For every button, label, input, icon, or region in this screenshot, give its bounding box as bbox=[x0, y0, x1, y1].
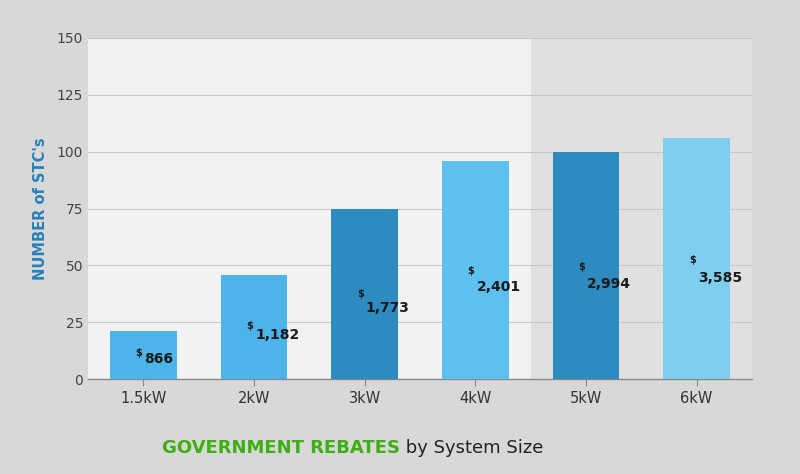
Bar bbox=[331, 209, 398, 379]
Text: by System Size: by System Size bbox=[400, 439, 543, 457]
Bar bbox=[88, 38, 530, 379]
Bar bbox=[553, 152, 619, 379]
Text: 866: 866 bbox=[145, 352, 174, 366]
Text: $: $ bbox=[135, 348, 142, 358]
Text: 2,401: 2,401 bbox=[477, 281, 521, 294]
Text: 1,182: 1,182 bbox=[255, 328, 299, 342]
Text: $: $ bbox=[467, 266, 474, 276]
Text: 2,994: 2,994 bbox=[587, 277, 631, 291]
Text: $: $ bbox=[357, 289, 363, 299]
Bar bbox=[221, 274, 287, 379]
Text: 3,585: 3,585 bbox=[698, 271, 742, 285]
Bar bbox=[663, 138, 730, 379]
Text: $: $ bbox=[689, 255, 695, 265]
Bar bbox=[110, 331, 177, 379]
Text: GOVERNMENT REBATES: GOVERNMENT REBATES bbox=[162, 439, 400, 457]
Bar bbox=[442, 161, 509, 379]
Text: $: $ bbox=[578, 262, 585, 272]
Bar bbox=[530, 38, 752, 379]
Text: 1,773: 1,773 bbox=[366, 301, 410, 315]
Text: $: $ bbox=[246, 321, 253, 331]
Y-axis label: NUMBER of STC's: NUMBER of STC's bbox=[34, 137, 49, 280]
